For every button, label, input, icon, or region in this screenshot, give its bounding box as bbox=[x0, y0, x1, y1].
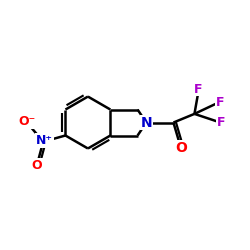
Text: N: N bbox=[140, 116, 152, 130]
Text: O⁻: O⁻ bbox=[18, 116, 36, 128]
Text: F: F bbox=[216, 96, 224, 109]
Text: O: O bbox=[175, 141, 187, 155]
Text: F: F bbox=[194, 83, 202, 96]
Text: O: O bbox=[32, 159, 42, 172]
Text: N⁺: N⁺ bbox=[36, 134, 53, 147]
Text: F: F bbox=[217, 116, 225, 129]
